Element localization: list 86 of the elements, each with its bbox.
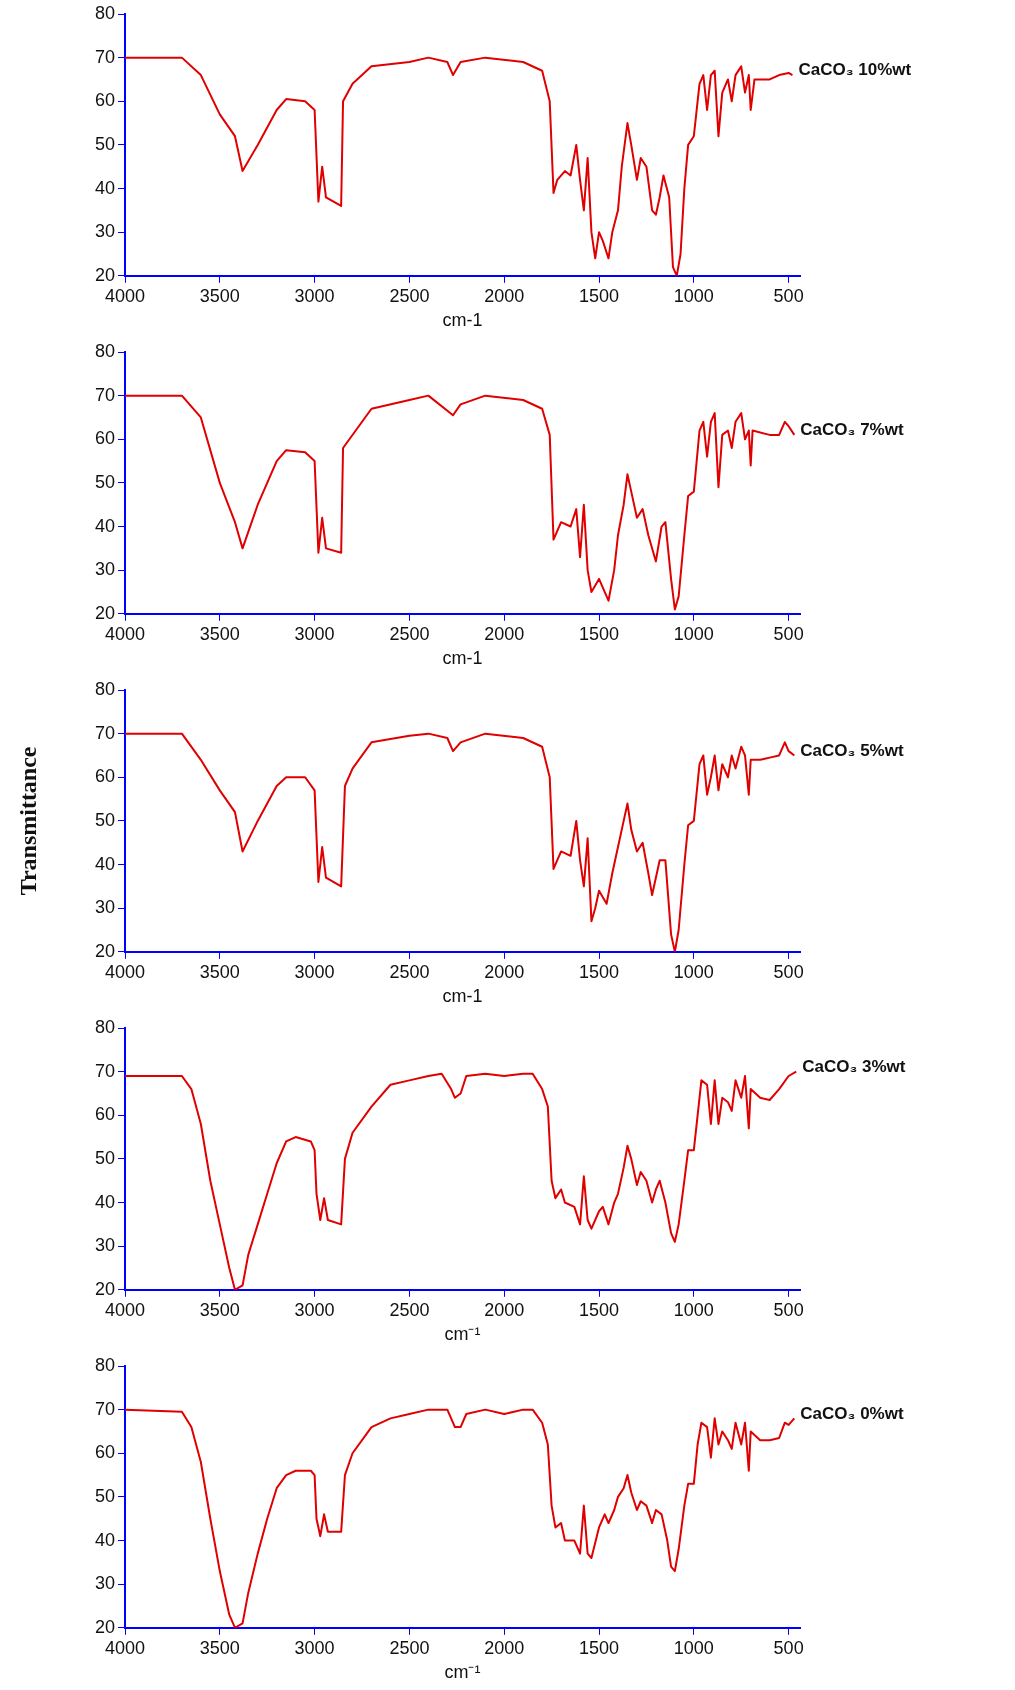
y-tick-label: 40 xyxy=(94,515,115,536)
y-tick-label: 80 xyxy=(94,678,115,699)
x-tick-label: 3500 xyxy=(199,961,240,982)
series-label: CaCO₃ 3%wt xyxy=(802,1056,906,1076)
y-tick-label: 60 xyxy=(94,1104,115,1125)
x-tick-label: 1500 xyxy=(578,961,620,982)
x-tick-label: 2500 xyxy=(389,961,430,982)
y-axis-title: Transmittance xyxy=(15,746,42,896)
x-tick-label: 3000 xyxy=(294,1299,335,1320)
y-tick-label: 80 xyxy=(94,1354,115,1375)
y-tick-label: 20 xyxy=(94,602,115,623)
x-tick-label: 1500 xyxy=(578,1637,620,1658)
x-tick-label: 500 xyxy=(773,961,804,982)
x-tick-label: 1500 xyxy=(578,623,620,644)
y-tick-label: 30 xyxy=(94,897,115,918)
y-tick-label: 60 xyxy=(94,1442,115,1463)
y-tick-label: 50 xyxy=(94,809,115,830)
y-tick-label: 60 xyxy=(94,90,115,111)
series-label: CaCO₃ 7%wt xyxy=(800,420,904,440)
x-axis-title: cm-1 xyxy=(442,648,483,669)
y-tick-label: 70 xyxy=(94,384,115,405)
x-axis-title: cm⁻¹ xyxy=(444,1324,481,1345)
x-tick-label: 2000 xyxy=(484,1637,525,1658)
x-tick-label: 500 xyxy=(773,1637,804,1658)
y-tick-label: 80 xyxy=(94,2,115,23)
x-tick-label: 2000 xyxy=(484,961,525,982)
y-tick-label: 70 xyxy=(94,1060,115,1081)
x-tick-label: 4000 xyxy=(104,1299,146,1320)
x-tick-label: 2000 xyxy=(484,285,525,306)
y-tick-label: 30 xyxy=(94,1235,115,1256)
x-tick-label: 4000 xyxy=(104,1637,146,1658)
x-tick-label: 2000 xyxy=(484,623,525,644)
series-label: CaCO₃ 5%wt xyxy=(800,740,904,760)
y-tick-label: 30 xyxy=(94,221,115,242)
y-tick-label: 50 xyxy=(94,1485,115,1506)
x-tick-label: 2500 xyxy=(389,1299,430,1320)
x-axis-title: cm-1 xyxy=(442,986,483,1007)
x-tick-label: 3500 xyxy=(199,1299,240,1320)
y-tick-label: 50 xyxy=(94,1147,115,1168)
x-tick-label: 1000 xyxy=(673,623,714,644)
y-tick-label: 30 xyxy=(94,559,115,580)
x-tick-label: 3000 xyxy=(294,285,335,306)
x-tick-label: 1500 xyxy=(578,285,620,306)
x-tick-label: 500 xyxy=(773,285,804,306)
y-tick-label: 30 xyxy=(94,1573,115,1594)
y-tick-label: 20 xyxy=(94,264,115,285)
x-tick-label: 500 xyxy=(773,1299,804,1320)
y-tick-label: 40 xyxy=(94,853,115,874)
y-tick-label: 50 xyxy=(94,133,115,154)
x-tick-label: 3000 xyxy=(294,623,335,644)
x-tick-label: 4000 xyxy=(104,285,146,306)
x-tick-label: 1500 xyxy=(578,1299,620,1320)
x-tick-label: 1000 xyxy=(673,1637,714,1658)
x-tick-label: 2000 xyxy=(484,1299,525,1320)
x-tick-label: 3000 xyxy=(294,1637,335,1658)
x-tick-label: 2500 xyxy=(389,1637,430,1658)
x-tick-label: 3500 xyxy=(199,623,240,644)
y-tick-label: 60 xyxy=(94,766,115,787)
y-tick-label: 80 xyxy=(94,1016,115,1037)
x-tick-label: 1000 xyxy=(673,1299,714,1320)
series-label: CaCO₃ 10%wt xyxy=(798,60,912,80)
x-tick-label: 4000 xyxy=(104,961,146,982)
y-tick-label: 40 xyxy=(94,177,115,198)
y-tick-label: 60 xyxy=(94,428,115,449)
x-tick-label: 2500 xyxy=(389,285,430,306)
x-tick-label: 3000 xyxy=(294,961,335,982)
x-tick-label: 3500 xyxy=(199,285,240,306)
y-tick-label: 70 xyxy=(94,1398,115,1419)
y-tick-label: 40 xyxy=(94,1529,115,1550)
y-tick-label: 40 xyxy=(94,1191,115,1212)
x-tick-label: 3500 xyxy=(199,1637,240,1658)
x-axis-title: cm⁻¹ xyxy=(444,1662,481,1683)
x-tick-label: 1000 xyxy=(673,285,714,306)
x-tick-label: 4000 xyxy=(104,623,146,644)
y-tick-label: 20 xyxy=(94,940,115,961)
y-tick-label: 80 xyxy=(94,340,115,361)
y-tick-label: 20 xyxy=(94,1616,115,1637)
series-label: CaCO₃ 0%wt xyxy=(800,1403,904,1423)
y-tick-label: 20 xyxy=(94,1278,115,1299)
y-tick-label: 70 xyxy=(94,46,115,67)
x-tick-label: 1000 xyxy=(673,961,714,982)
x-tick-label: 2500 xyxy=(389,623,430,644)
x-axis-title: cm-1 xyxy=(442,310,483,331)
y-tick-label: 70 xyxy=(94,722,115,743)
y-tick-label: 50 xyxy=(94,471,115,492)
x-tick-label: 500 xyxy=(773,623,804,644)
